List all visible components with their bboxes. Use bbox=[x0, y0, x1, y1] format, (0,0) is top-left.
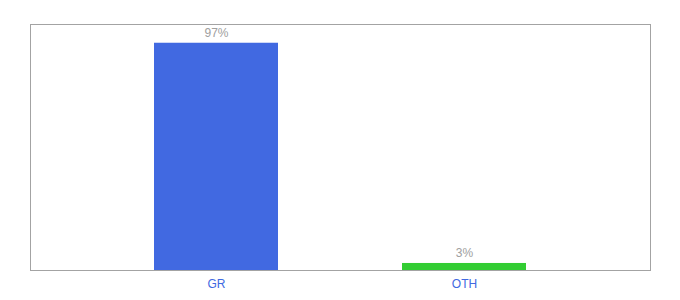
svg-text:OTH: OTH bbox=[452, 277, 477, 291]
svg-text:97%: 97% bbox=[204, 26, 228, 40]
svg-text:3%: 3% bbox=[456, 246, 474, 260]
svg-text:GR: GR bbox=[208, 277, 226, 291]
